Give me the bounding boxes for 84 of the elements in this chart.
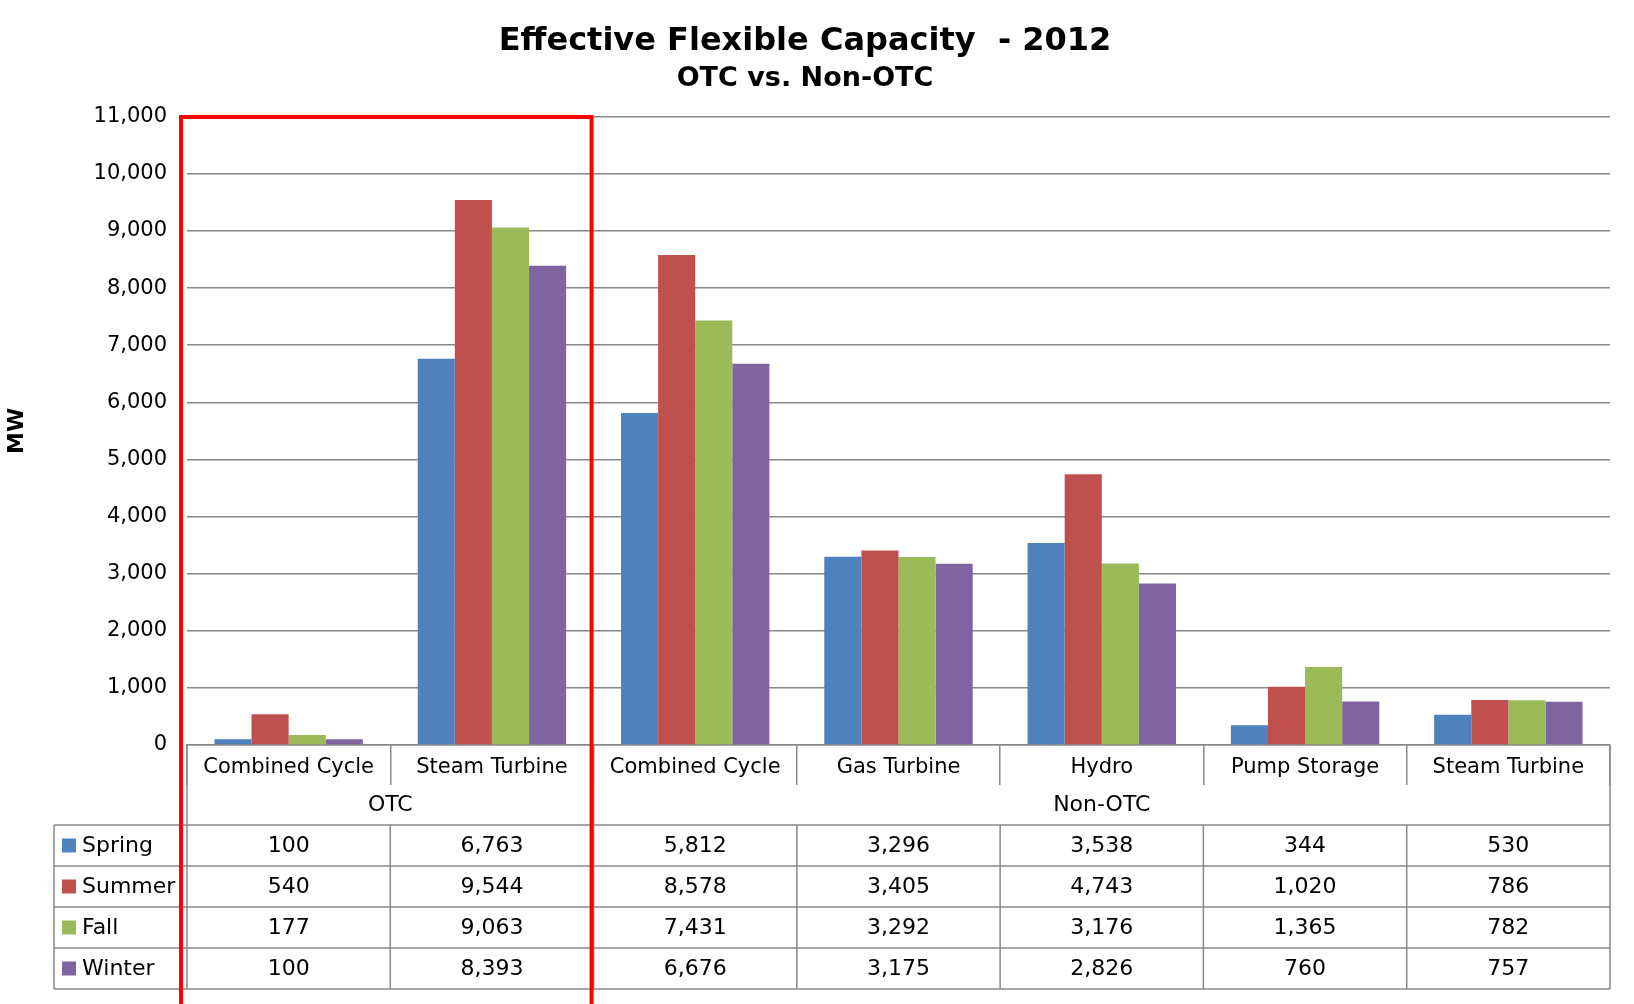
- data-label: 782: [1487, 914, 1530, 940]
- data-label: 2,826: [1070, 955, 1134, 981]
- bar: [732, 363, 770, 745]
- bar: [1508, 700, 1546, 745]
- data-label: 8,578: [663, 873, 727, 899]
- bar: [454, 199, 492, 745]
- data-label: 3,175: [867, 955, 930, 981]
- data-label: 757: [1487, 955, 1530, 981]
- data-label: 1,020: [1273, 873, 1337, 899]
- x-tick-label: Pump Storage: [1230, 754, 1380, 779]
- x-tick-label: Combined Cycle: [203, 754, 375, 779]
- bar: [898, 557, 936, 745]
- bar: [1138, 583, 1176, 745]
- y-tick-label: 4,000: [106, 503, 167, 528]
- bar: [621, 413, 659, 745]
- x-tick-label: Combined Cycle: [609, 754, 781, 779]
- x-tick-label: Gas Turbine: [836, 754, 961, 779]
- data-label: 100: [267, 832, 310, 858]
- x-tick-label: Hydro: [1070, 754, 1134, 779]
- bar: [861, 550, 899, 745]
- bar: [1545, 701, 1583, 745]
- bar: [1434, 714, 1472, 745]
- data-label: 3,292: [867, 914, 930, 940]
- y-tick-label: 9,000: [106, 217, 167, 242]
- bar: [325, 739, 363, 745]
- bar: [935, 563, 973, 745]
- bar: [1027, 542, 1065, 745]
- y-tick-label: 8,000: [106, 274, 167, 299]
- text: Non-OTC: [1053, 790, 1151, 816]
- data-label: 6,676: [663, 955, 727, 981]
- y-tick-label: 6,000: [106, 388, 167, 413]
- data-label: 9,063: [460, 914, 524, 940]
- data-label: 177: [267, 914, 310, 940]
- y-tick-label: 2,000: [106, 617, 167, 642]
- data-label: 344: [1284, 832, 1327, 858]
- data-label: 8,393: [460, 955, 524, 981]
- bar: [288, 734, 326, 745]
- data-label: 100: [267, 955, 310, 981]
- bar: [1305, 667, 1343, 745]
- chart-title: Effective Flexible Capacity - 2012: [498, 19, 1112, 58]
- y-tick-label: 3,000: [106, 560, 167, 585]
- data-label: 3,296: [867, 832, 930, 858]
- bar: [695, 320, 733, 745]
- data-label: 6,763: [460, 832, 524, 858]
- data-label: 3,405: [867, 873, 930, 899]
- y-tick-label: 7,000: [106, 331, 167, 356]
- legend-label: Spring: [82, 832, 153, 858]
- x-tick-label: Steam Turbine: [1432, 754, 1585, 779]
- data-label: 4,743: [1070, 873, 1134, 899]
- legend-label: Summer: [82, 873, 177, 899]
- bar: [529, 265, 567, 745]
- data-label: 7,431: [663, 914, 727, 940]
- bar: [824, 556, 862, 745]
- data-label: 760: [1284, 955, 1327, 981]
- data-label: 3,538: [1070, 832, 1134, 858]
- bar: [1101, 563, 1139, 745]
- data-label: 9,544: [460, 873, 524, 899]
- data-label: 5,812: [663, 832, 727, 858]
- bar: [1342, 701, 1380, 745]
- data-label: 530: [1487, 832, 1530, 858]
- bar: [251, 714, 289, 745]
- data-label: 1,365: [1273, 914, 1337, 940]
- y-tick-label: 5,000: [106, 445, 167, 470]
- x-tick-label: Steam Turbine: [416, 754, 568, 779]
- bar: [1471, 700, 1509, 745]
- text: OTC: [367, 790, 413, 816]
- bar: [1267, 686, 1306, 745]
- y-tick-label: 1,000: [106, 674, 167, 699]
- y-axis-title: MW: [2, 407, 28, 454]
- bar: [214, 739, 252, 745]
- data-label: 540: [267, 873, 310, 899]
- bar: [1230, 725, 1268, 745]
- bar: [417, 358, 455, 745]
- data-label: 3,176: [1070, 914, 1134, 940]
- bar: [1064, 474, 1102, 745]
- bar: [491, 227, 530, 745]
- legend-label: Fall: [82, 914, 119, 940]
- data-label: 786: [1487, 873, 1530, 899]
- y-tick-label: 11,000: [93, 103, 167, 128]
- chart-subtitle: OTC vs. Non-OTC: [676, 60, 934, 92]
- legend-label: Winter: [82, 955, 156, 981]
- bar: [658, 255, 696, 745]
- y-tick-label: 0: [153, 731, 167, 756]
- y-tick-label: 10,000: [93, 160, 167, 185]
